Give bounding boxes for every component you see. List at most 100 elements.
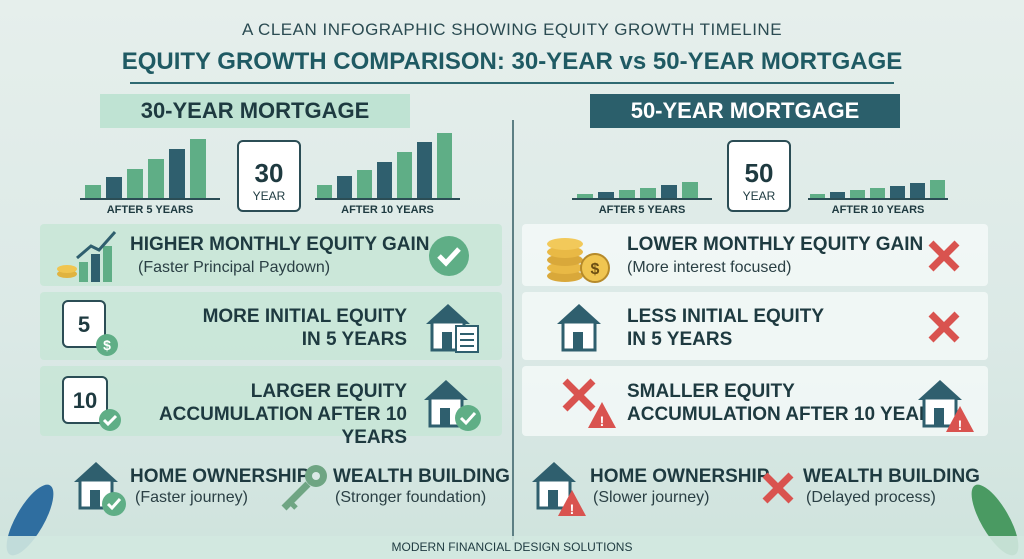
mini-chart xyxy=(572,182,712,200)
check-icon xyxy=(99,409,121,431)
check-icon xyxy=(429,236,469,276)
footer-band xyxy=(0,536,1024,559)
row-note: (Faster Principal Paydown) xyxy=(138,259,331,276)
house-icon-part xyxy=(558,490,586,516)
mini-chart-part xyxy=(640,188,656,199)
coins-icon: $ xyxy=(547,238,610,283)
footer-title: HOME OWNERSHIP xyxy=(130,466,310,487)
house-icon-part xyxy=(573,332,583,350)
footer-text: MODERN FINANCIAL DESIGN SOLUTIONS xyxy=(391,540,633,554)
mini-chart-part xyxy=(682,182,698,199)
x-icon xyxy=(928,240,960,272)
mini-chart xyxy=(808,180,948,200)
footer-note: (Slower journey) xyxy=(593,489,710,506)
mini-chart-part xyxy=(337,176,352,199)
mini-chart-part xyxy=(127,169,143,199)
chart-label: AFTER 10 YEARS xyxy=(341,204,434,216)
house-icon: ! xyxy=(532,462,586,517)
mini-chart-part xyxy=(661,185,677,199)
footer-title: HOME OWNERSHIP xyxy=(590,466,770,487)
key-icon-part xyxy=(312,472,320,480)
house-icon-part xyxy=(426,304,470,324)
coins-icon-part xyxy=(547,238,583,250)
house-icon-part xyxy=(90,490,100,508)
row-text: MORE INITIAL EQUITY IN 5 YEARS xyxy=(120,305,407,351)
x-icon-part xyxy=(928,240,960,272)
dollar-icon: $ xyxy=(96,334,118,356)
mini-chart-part xyxy=(830,192,845,199)
house-icon-part: ! xyxy=(958,417,963,433)
house-icon xyxy=(557,304,601,352)
x-icon-part xyxy=(762,472,794,504)
growth-icon xyxy=(57,231,117,282)
footer-note: (Faster journey) xyxy=(135,489,248,506)
row-title: LOWER MONTHLY EQUITY GAIN xyxy=(627,234,924,255)
house-icon-part xyxy=(440,408,450,426)
check-icon-part xyxy=(429,236,469,276)
house-icon: ! xyxy=(918,380,974,433)
x-icon xyxy=(762,472,794,504)
calendar-unit: YEAR xyxy=(252,189,286,203)
coins-icon-part: $ xyxy=(591,261,600,278)
house-icon xyxy=(424,380,481,431)
column-heading: 30-YEAR MORTGAGE xyxy=(100,94,410,128)
house-icon-part xyxy=(548,490,558,508)
calendar-number: 30 xyxy=(254,158,284,188)
growth-icon-part xyxy=(91,254,100,282)
mini-chart-part xyxy=(619,190,635,199)
house-icon-part xyxy=(934,408,944,426)
warning-x-icon-part xyxy=(562,378,596,412)
row-title: HIGHER MONTHLY EQUITY GAIN xyxy=(130,234,430,255)
mini-chart-part xyxy=(106,177,122,199)
chart-label: AFTER 5 YEARS xyxy=(106,204,194,216)
chart-label: AFTER 5 YEARS xyxy=(598,204,686,216)
footer-title: WEALTH BUILDING xyxy=(333,466,510,487)
title-rule xyxy=(130,82,894,84)
mini-chart-part xyxy=(577,194,593,199)
key-icon xyxy=(281,465,327,511)
house-icon-part: ! xyxy=(570,501,575,517)
calendar: 30 YEAR xyxy=(237,140,301,212)
growth-icon-part xyxy=(103,246,112,282)
house-icon-part xyxy=(459,411,477,426)
mini-chart-part xyxy=(190,139,206,199)
row-panel xyxy=(40,224,502,286)
house-icon-part xyxy=(557,304,601,324)
house-icon-part xyxy=(918,380,962,400)
mini-chart-part xyxy=(397,152,412,199)
mini-chart-part xyxy=(810,194,825,199)
mini-chart-part xyxy=(850,190,865,199)
house-icon-part xyxy=(946,406,974,432)
row-line: LESS INITIAL EQUITY xyxy=(627,306,825,327)
warning-x-icon-part xyxy=(588,402,616,428)
house-icon-part xyxy=(442,332,452,350)
growth-icon-part xyxy=(76,231,117,260)
key-icon-part xyxy=(281,481,311,511)
mini-chart-part xyxy=(317,185,332,199)
x-icon xyxy=(928,311,960,343)
footer-note: (Delayed process) xyxy=(806,489,936,506)
warning-x-icon-part: ! xyxy=(600,413,605,429)
house-icon xyxy=(74,462,126,516)
dollar-icon-part: $ xyxy=(103,337,111,353)
mini-chart-part xyxy=(890,186,905,199)
column-heading: 50-YEAR MORTGAGE xyxy=(590,94,900,128)
calendar-unit: YEAR xyxy=(742,189,776,203)
row-line: IN 5 YEARS xyxy=(301,329,407,350)
footer-note: (Stronger foundation) xyxy=(335,489,487,506)
key-icon-part xyxy=(288,500,298,510)
mini-chart-part xyxy=(417,142,432,199)
check-icon-part xyxy=(437,247,461,267)
title: EQUITY GROWTH COMPARISON: 30-YEAR vs 50-… xyxy=(121,48,903,75)
mini-chart-part xyxy=(910,183,925,199)
growth-icon-part xyxy=(79,262,88,282)
mini-chart xyxy=(80,139,220,200)
row-line: MORE INITIAL EQUITY xyxy=(202,306,407,327)
mini-chart-part xyxy=(357,170,372,199)
row-line: SMALLER EQUITY xyxy=(627,381,795,402)
calendar: 50 YEAR xyxy=(727,140,791,212)
house-icon-part xyxy=(424,380,468,400)
house-icon-part xyxy=(74,462,118,482)
house-icon-part xyxy=(532,462,576,482)
